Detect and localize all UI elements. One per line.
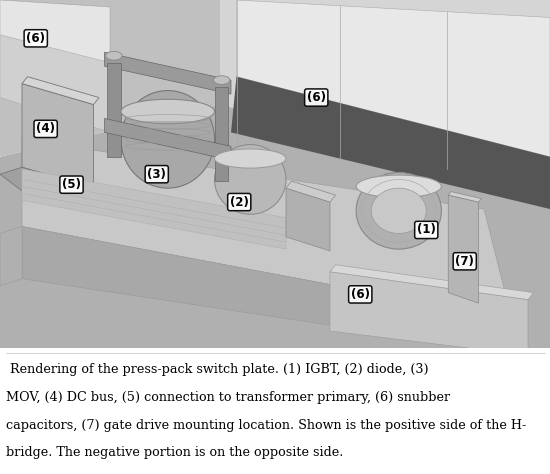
Ellipse shape <box>356 175 441 198</box>
Polygon shape <box>0 227 22 286</box>
Polygon shape <box>286 181 336 202</box>
Polygon shape <box>22 77 99 105</box>
Polygon shape <box>104 118 231 160</box>
Text: (6): (6) <box>351 288 370 301</box>
Polygon shape <box>22 169 286 228</box>
Polygon shape <box>104 52 231 94</box>
Ellipse shape <box>356 173 441 249</box>
Polygon shape <box>220 0 550 191</box>
Text: (4): (4) <box>36 122 55 136</box>
Polygon shape <box>0 0 220 157</box>
Text: bridge. The negative portion is on the opposite side.: bridge. The negative portion is on the o… <box>6 447 343 459</box>
Text: (1): (1) <box>417 223 436 237</box>
Text: (3): (3) <box>147 168 166 181</box>
Ellipse shape <box>106 51 122 60</box>
Polygon shape <box>22 227 484 348</box>
Ellipse shape <box>371 188 426 233</box>
Text: MOV, (4) DC bus, (5) connection to transformer primary, (6) snubber: MOV, (4) DC bus, (5) connection to trans… <box>6 391 450 404</box>
Text: (2): (2) <box>230 196 249 209</box>
Polygon shape <box>0 0 110 132</box>
Ellipse shape <box>213 76 230 84</box>
Ellipse shape <box>121 91 214 188</box>
Text: (7): (7) <box>455 255 474 268</box>
Polygon shape <box>22 190 286 249</box>
Text: capacitors, (7) gate drive mounting location. Shown is the positive side of the : capacitors, (7) gate drive mounting loca… <box>6 419 526 432</box>
Polygon shape <box>22 139 506 314</box>
Bar <box>214 87 228 181</box>
Polygon shape <box>236 0 550 157</box>
Text: (6): (6) <box>26 32 45 45</box>
Polygon shape <box>0 167 94 195</box>
Ellipse shape <box>121 99 214 124</box>
Polygon shape <box>330 272 528 356</box>
Polygon shape <box>22 176 286 235</box>
Polygon shape <box>330 265 534 300</box>
Ellipse shape <box>214 149 286 168</box>
Polygon shape <box>231 77 550 209</box>
Polygon shape <box>22 183 286 242</box>
Text: (5): (5) <box>62 178 81 191</box>
Polygon shape <box>0 105 550 348</box>
Ellipse shape <box>214 145 286 214</box>
Polygon shape <box>448 191 481 202</box>
Polygon shape <box>22 83 94 188</box>
Text: Rendering of the press-pack switch plate. (1) IGBT, (2) diode, (3): Rendering of the press-pack switch plate… <box>6 364 428 376</box>
Bar <box>107 63 121 157</box>
Polygon shape <box>286 188 330 251</box>
Text: (6): (6) <box>307 91 326 104</box>
Polygon shape <box>448 195 478 303</box>
Polygon shape <box>0 0 110 63</box>
